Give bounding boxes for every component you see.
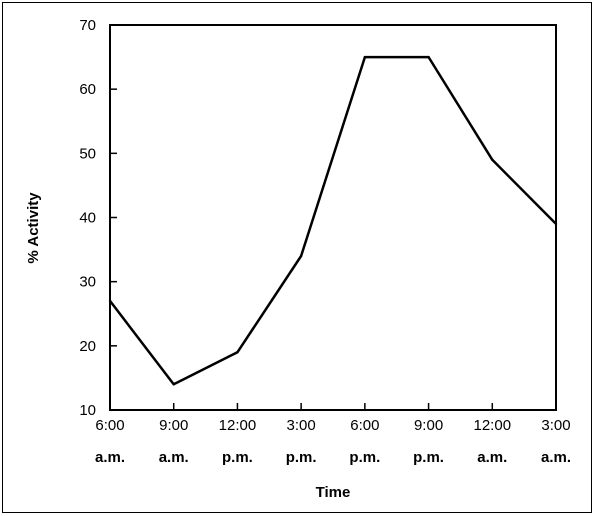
x-tick-label-time: 12:00 [219,417,257,434]
y-tick-label: 30 [79,274,96,291]
data-point [172,383,175,386]
x-tick-label-time: 12:00 [474,417,512,434]
x-axis-label: Time [316,484,351,501]
y-tick-label: 50 [79,145,96,162]
data-point [491,158,494,161]
x-tick-label-period: p.m. [286,449,317,466]
x-tick-label-period: a.m. [541,449,571,466]
data-point [427,55,430,59]
x-tick-label-period: a.m. [477,449,507,466]
x-tick-label-period: p.m. [222,449,253,466]
x-tick-label-time: 3:00 [541,417,570,434]
y-tick-label: 10 [79,402,96,419]
x-tick-label-time: 9:00 [414,417,443,434]
x-tick-label-period: p.m. [413,449,444,466]
x-tick-label-time: 6:00 [95,417,124,434]
x-axis-ticks: 6:00 a.m. 9:00 a.m. 12:00 p.m. 3:00 p.m. 6:00 p.m… [95,403,571,466]
data-point [299,254,303,258]
y-tick-label: 20 [79,338,96,355]
x-tick-label-period: a.m. [159,449,189,466]
y-tick-label: 40 [79,210,96,227]
series-line [109,55,557,386]
data-point [236,351,239,354]
y-tick-label: 70 [79,17,96,34]
data-point [554,222,558,226]
data-point [363,55,367,59]
x-tick-label-period: p.m. [349,449,380,466]
y-axis-ticks: 10 20 30 40 50 60 70 [79,17,117,419]
data-point [108,299,112,303]
x-tick-label-time: 6:00 [350,417,379,434]
y-axis-label: % Activity [25,192,42,264]
x-tick-label-time: 3:00 [287,417,316,434]
y-tick-label: 60 [79,81,96,98]
x-tick-label-time: 9:00 [159,417,188,434]
data-points [108,55,558,386]
x-tick-label-period: a.m. [95,449,125,466]
plot-area [109,24,557,411]
